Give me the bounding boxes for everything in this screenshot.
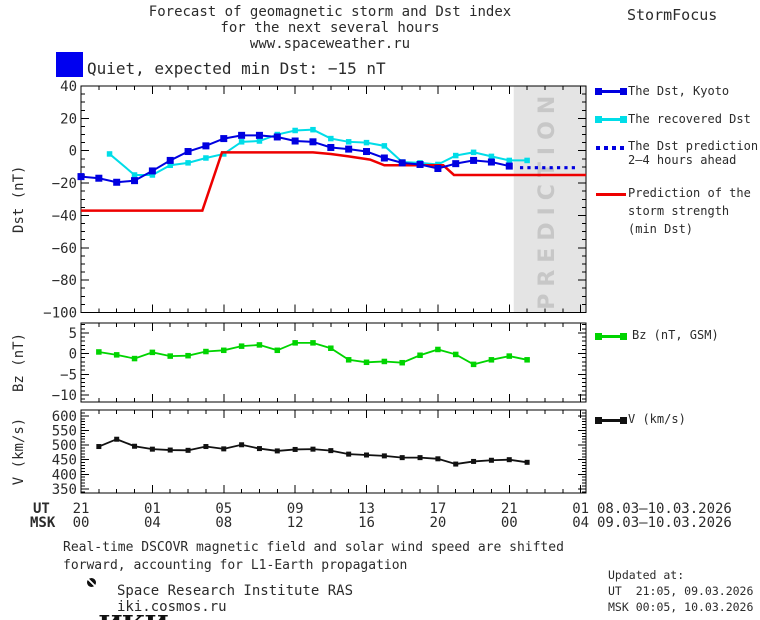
legend-storm-line2: storm strength: [628, 204, 730, 218]
ytick-label-dst: 40: [60, 79, 77, 95]
ytick-label-dst: −20: [52, 176, 77, 192]
time-axis-text: 05: [215, 501, 232, 517]
time-axis-text: 00: [73, 515, 90, 531]
time-axis-text: MSK: [30, 515, 56, 531]
ytick-label-v: 400: [52, 467, 77, 483]
legend-storm-line1: Prediction of the: [628, 186, 751, 200]
updated-msk: MSK 00:05, 10.03.2026: [608, 600, 754, 614]
time-axis-text: 21: [501, 501, 518, 517]
ylabel-bz: Bz (nT): [11, 333, 27, 392]
time-axis-text: 08: [215, 515, 232, 531]
footer-note-line1: Real-time DSCOVR magnetic field and sola…: [63, 540, 564, 555]
panel-bz: 5 0 −5 −10 Bz (nT): [11, 322, 587, 404]
org-name: Space Research Institute RAS: [117, 583, 354, 599]
v-swatch: [595, 417, 627, 424]
ytick-label-v: 350: [52, 482, 77, 498]
brand-stormfocus: StormFocus: [627, 6, 718, 24]
ylabel-dst: Dst (nT): [11, 166, 27, 233]
legend-v: V (km/s): [628, 412, 686, 426]
ytick-label-dst: 20: [60, 111, 77, 127]
ytick-label-dst: −60: [52, 241, 77, 257]
time-axis-text: 01: [572, 501, 589, 517]
iki-logo-text: ИКИ: [98, 611, 169, 620]
legend-storm-line3: (min Dst): [628, 222, 694, 236]
ytick-label-v: 500: [52, 438, 77, 454]
ytick-label-bz: −5: [60, 367, 77, 383]
ytick-label-dst: −100: [43, 306, 77, 322]
updated-ut: UT 21:05, 09.03.2026: [608, 584, 754, 598]
updated-label: Updated at:: [608, 568, 685, 582]
dst-kyoto-swatch: [595, 88, 627, 95]
ytick-label-bz: 0: [69, 347, 77, 363]
time-axis-text: 17: [429, 501, 446, 517]
time-axis-text: 12: [287, 515, 304, 531]
title-line-2: for the next several hours: [220, 20, 440, 36]
iki-logo: ИКИ: [66, 578, 169, 620]
org-site: iki.cosmos.ru: [117, 599, 227, 615]
legend-dst-prediction-line2: 2–4 hours ahead: [628, 153, 737, 167]
series-dst_kyoto: [77, 131, 513, 186]
time-axis-text: UT: [33, 501, 50, 517]
quiet-status-label: Quiet, expected min Dst: −15 nT: [87, 59, 386, 78]
time-axis-text: 16: [358, 515, 375, 531]
panel-dst: PREDICTION 40 20 0 −20 −40 −60 −80 −100 Dst (nT): [11, 79, 587, 322]
bz-swatch: [595, 333, 627, 340]
dst-prediction-swatch: [596, 146, 626, 150]
ylabel-v: V (km/s): [11, 418, 27, 485]
time-axis-labels: UTMSK2100010405080912131617202100010408.…: [30, 501, 732, 531]
ytick-label-dst: −40: [52, 208, 77, 224]
page-title: Forecast of geomagnetic storm and Dst in…: [0, 4, 660, 52]
time-axis-text: 01: [144, 501, 161, 517]
legend-dst-kyoto: The Dst, Kyoto: [628, 84, 730, 98]
recovered-dst-swatch: [595, 116, 627, 123]
series-storm_strength_prediction: [81, 151, 586, 212]
series-solar_wind_speed: [96, 436, 530, 467]
ytick-label-bz: 5: [69, 326, 77, 342]
storm-strength-swatch: [596, 193, 626, 196]
time-axis-text: 09.03–10.03.2026: [597, 515, 732, 531]
time-axis-text: 20: [429, 515, 446, 531]
title-line-3-url: www.spaceweather.ru: [249, 36, 411, 52]
time-axis-text: 04: [144, 515, 161, 531]
time-axis-text: 00: [501, 515, 518, 531]
legend-dst-prediction-line1: The Dst prediction: [628, 139, 759, 153]
ytick-label-dst: 0: [69, 144, 77, 160]
footer-note-line2: forward, accounting for L1-Earth propaga…: [63, 558, 408, 573]
ytick-label-bz: −10: [52, 388, 77, 404]
ytick-label-v: 550: [52, 423, 77, 439]
legend-recovered-dst: The recovered Dst: [628, 112, 751, 126]
legend-bz: Bz (nT, GSM): [632, 328, 719, 342]
series-bz_gsm: [96, 340, 530, 368]
ytick-label-dst: −80: [52, 273, 77, 289]
time-axis-text: 08.03–10.03.2026: [597, 501, 732, 517]
prediction-band-label: PREDICTION: [535, 89, 560, 310]
ytick-label-v: 450: [52, 453, 77, 469]
quiet-status-swatch: [56, 52, 83, 77]
ytick-label-v: 600: [52, 409, 77, 425]
iki-logo-satellite-icon: [87, 578, 96, 587]
time-axis-text: 04: [572, 515, 589, 531]
prediction-band: [513, 86, 586, 313]
time-axis-text: 09: [287, 501, 304, 517]
title-line-1: Forecast of geomagnetic storm and Dst in…: [148, 4, 512, 20]
time-axis-text: 21: [73, 501, 90, 517]
time-axis-text: 13: [358, 501, 375, 517]
